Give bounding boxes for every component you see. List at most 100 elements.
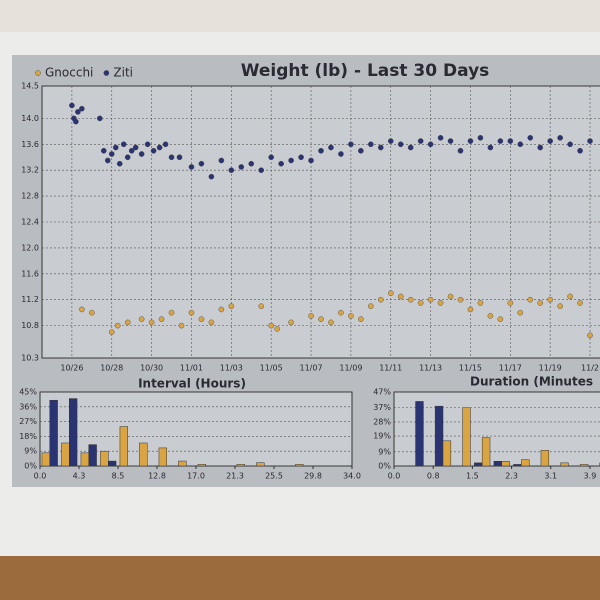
bar: [501, 461, 510, 466]
point: [358, 316, 364, 322]
point: [417, 138, 424, 144]
y-tick-label: 9%: [378, 447, 391, 456]
point: [318, 316, 324, 322]
x-tick-label: 10/26: [60, 364, 83, 373]
point: [150, 147, 157, 154]
point: [218, 157, 225, 164]
y-tick-label: 45%: [19, 388, 37, 397]
x-tick-label: 11/15: [459, 364, 482, 373]
point: [114, 322, 121, 329]
point: [487, 313, 494, 319]
point: [228, 167, 235, 173]
bar: [158, 447, 167, 466]
plot: [40, 392, 352, 466]
point: [208, 173, 215, 180]
point: [248, 160, 255, 167]
shelf: [0, 555, 600, 600]
x-tick-label: 29.8: [304, 472, 322, 481]
bar: [236, 464, 245, 466]
chart-title: Interval (Hours): [138, 377, 246, 391]
y-tick-label: 12.4: [21, 218, 39, 227]
point: [497, 316, 504, 322]
y-tick-label: 27%: [19, 417, 37, 426]
bar: [415, 401, 424, 466]
x-tick-label: 1.5: [466, 472, 479, 481]
point: [377, 144, 384, 151]
x-tick-label: 3.9: [584, 472, 597, 481]
plot: [42, 86, 600, 358]
point: [162, 141, 169, 148]
point: [397, 293, 404, 300]
x-tick-label: 21.3: [226, 472, 244, 481]
point: [368, 141, 374, 148]
point: [148, 319, 155, 326]
x-tick-label: 11/03: [220, 364, 243, 373]
point: [178, 322, 185, 329]
point: [368, 303, 374, 309]
x-tick-label: 11/13: [419, 364, 442, 373]
point: [467, 306, 474, 313]
point: [457, 147, 464, 154]
point: [198, 316, 205, 322]
y-tick-label: 9%: [24, 447, 37, 456]
point: [96, 115, 103, 122]
point: [258, 167, 265, 173]
point: [377, 296, 384, 303]
point: [138, 151, 145, 157]
bar: [100, 450, 109, 466]
y-tick-label: 14.5: [21, 82, 39, 91]
point: [567, 141, 573, 148]
point: [238, 164, 245, 170]
point: [108, 151, 115, 157]
bar: [295, 464, 304, 466]
point: [447, 138, 454, 144]
point: [124, 154, 131, 161]
bar: [49, 399, 58, 466]
x-tick-label: 11/01: [180, 364, 203, 373]
bar: [119, 426, 128, 466]
bar: [481, 437, 491, 466]
point: [308, 313, 314, 319]
x-tick-label: 11/05: [260, 364, 283, 373]
bar: [474, 462, 483, 466]
point: [328, 319, 334, 326]
x-tick-label: 17.0: [187, 472, 205, 481]
point: [437, 135, 444, 141]
point: [477, 300, 484, 306]
point: [69, 102, 75, 109]
point: [348, 313, 354, 319]
legend-marker: [35, 70, 41, 76]
y-tick-label: 12.8: [21, 192, 39, 201]
y-tick-label: 11.6: [21, 269, 39, 278]
chart-title: Weight (lb) - Last 30 Days: [241, 61, 490, 81]
point: [188, 164, 195, 170]
point: [100, 147, 107, 154]
point: [298, 154, 304, 161]
legend-label: Ziti: [113, 66, 133, 80]
bar: [434, 405, 444, 466]
y-tick-label: 36%: [19, 402, 37, 411]
y-tick-label: 10.8: [21, 321, 39, 330]
y-tick-label: 18%: [19, 432, 37, 441]
point: [497, 138, 504, 144]
x-tick-label: 0.0: [34, 472, 47, 481]
point: [132, 144, 139, 151]
point: [577, 147, 583, 154]
x-tick-label: 11/07: [300, 364, 323, 373]
point: [268, 154, 274, 161]
point: [358, 147, 364, 154]
point: [517, 309, 524, 316]
x-tick-label: 0.8: [427, 472, 440, 481]
point: [108, 329, 115, 335]
point: [128, 147, 135, 154]
bar: [442, 440, 452, 466]
point: [477, 135, 484, 141]
bar: [61, 442, 70, 466]
point: [112, 144, 119, 151]
point: [144, 141, 151, 148]
point: [116, 160, 123, 167]
point: [537, 144, 544, 151]
point: [527, 135, 534, 141]
point: [168, 309, 175, 316]
